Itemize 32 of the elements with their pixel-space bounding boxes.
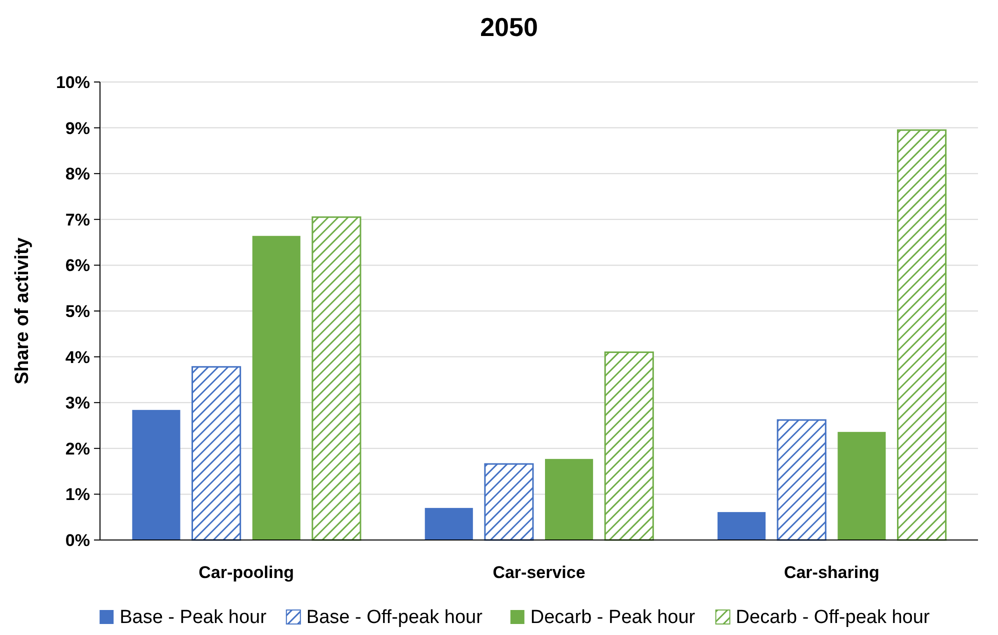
y-tick-label: 1%	[65, 485, 90, 504]
bar	[718, 512, 766, 540]
legend-label: Base - Off-peak hour	[306, 607, 484, 628]
chart-title: 2050	[480, 12, 538, 42]
x-tick-label: Car-service	[492, 563, 586, 582]
y-tick-label: 0%	[65, 530, 90, 550]
bar	[132, 410, 180, 540]
y-tick-label: 9%	[65, 118, 90, 138]
y-tick-label: 3%	[65, 394, 90, 413]
y-tick-label: 2%	[65, 439, 90, 458]
bar	[424, 508, 473, 540]
y-tick-label: 10%	[56, 72, 90, 92]
bar	[545, 458, 594, 540]
bar	[312, 216, 362, 541]
bar	[252, 236, 300, 540]
bar	[776, 419, 826, 541]
bar	[604, 351, 654, 541]
x-tick-label: Car-sharing	[784, 563, 880, 582]
legend-label: Decarb - Peak hour	[530, 607, 696, 628]
bar	[838, 432, 886, 540]
y-tick-label: 7%	[65, 210, 90, 230]
y-tick-label: 6%	[65, 256, 90, 276]
legend-label: Base - Peak hour	[120, 607, 268, 628]
bar	[897, 129, 947, 541]
legend-label: Decarb - Off-peak hour	[736, 607, 930, 628]
bar	[192, 366, 242, 541]
y-axis-title: Share of activity	[12, 237, 33, 384]
y-tick-label: 4%	[65, 348, 90, 367]
x-tick-label: Car-pooling	[198, 563, 294, 582]
bar	[484, 463, 534, 541]
y-tick-label: 5%	[65, 302, 90, 321]
y-tick-label: 8%	[65, 164, 90, 184]
